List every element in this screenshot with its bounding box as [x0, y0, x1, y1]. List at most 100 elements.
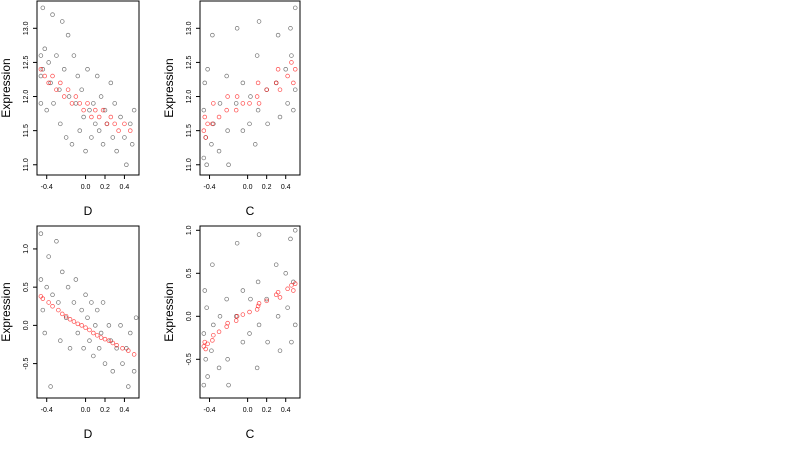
data-point	[225, 94, 230, 99]
data-point	[75, 73, 81, 79]
data-point	[201, 107, 207, 113]
y-tick-label: 11.0	[186, 158, 193, 171]
y-tick-label: 0.0	[23, 320, 30, 330]
data-point	[81, 107, 86, 113]
data-point	[126, 348, 131, 353]
data-point	[120, 346, 125, 351]
data-point	[42, 330, 48, 336]
x-tick-label: 0.4	[120, 184, 130, 191]
y-tick-label: 12.0	[186, 90, 193, 104]
data-point	[71, 53, 77, 58]
data-point	[63, 315, 69, 320]
data-point	[277, 87, 283, 92]
scatter-panel-4: -0.4 0.0 0.2 0.4 -0.5 0.0 0.5 1.0 C Expression	[162, 225, 301, 441]
data-point	[289, 53, 294, 58]
data-point	[98, 94, 104, 99]
data-point	[225, 357, 230, 362]
data-point	[91, 353, 96, 359]
data-point	[96, 114, 102, 120]
data-point	[61, 94, 67, 99]
data-point	[128, 121, 133, 127]
data-point	[234, 314, 240, 319]
data-point	[209, 348, 214, 353]
data-point	[283, 271, 288, 276]
data-point	[110, 340, 116, 346]
series-2	[201, 281, 298, 352]
plot-frame	[36, 0, 140, 176]
data-point	[256, 301, 262, 306]
data-point	[102, 107, 108, 113]
data-point	[264, 87, 269, 92]
data-point	[40, 307, 46, 313]
data-point	[255, 80, 261, 86]
data-point	[75, 321, 81, 327]
data-point	[44, 107, 49, 113]
data-point	[38, 53, 44, 58]
data-point	[275, 289, 281, 295]
data-point	[216, 329, 222, 335]
series-2	[38, 66, 133, 133]
data-point	[292, 5, 298, 11]
data-point	[100, 107, 106, 113]
plot-frame	[36, 225, 140, 399]
data-point	[85, 101, 90, 106]
x-axis-label: D	[84, 204, 93, 218]
data-point	[233, 318, 239, 323]
data-point	[38, 66, 44, 72]
data-point	[273, 80, 279, 86]
y-tick-label: 0.5	[186, 268, 193, 278]
data-point	[114, 343, 119, 348]
data-point	[89, 114, 94, 120]
y-tick-label: 11.0	[23, 158, 30, 171]
data-point	[133, 315, 139, 320]
data-point	[112, 121, 117, 127]
data-point	[83, 148, 88, 154]
data-point	[205, 66, 210, 72]
data-point	[248, 94, 253, 99]
data-point	[106, 338, 112, 343]
data-point	[226, 382, 231, 388]
data-point	[122, 121, 127, 127]
data-point	[264, 296, 269, 302]
data-point	[216, 365, 222, 371]
y-tick-label: -0.5	[23, 357, 30, 369]
x-axis: -0.4 0.0 0.2 0.4	[203, 398, 291, 414]
x-tick-label: 0.4	[281, 407, 291, 414]
data-point	[106, 323, 112, 328]
data-point	[73, 277, 79, 282]
y-tick-label: 0.5	[23, 282, 30, 292]
data-point	[225, 128, 230, 133]
x-axis-label: C	[246, 204, 255, 218]
data-point	[247, 121, 252, 127]
data-point	[73, 94, 79, 99]
data-point	[94, 73, 100, 79]
data-point	[201, 331, 207, 336]
data-point	[234, 26, 240, 31]
y-axis-label: Expression	[162, 282, 176, 341]
x-axis: -0.4 0.0 0.2 0.4	[41, 175, 130, 191]
data-point	[65, 284, 71, 290]
data-point	[204, 305, 209, 310]
data-point	[292, 87, 298, 92]
data-point	[205, 374, 210, 379]
plot-frame	[199, 225, 301, 399]
data-point	[77, 128, 82, 133]
series-2	[38, 294, 137, 357]
plot-frame	[199, 0, 301, 176]
x-tick-label: -0.4	[203, 407, 215, 414]
data-point	[255, 279, 261, 285]
data-point	[289, 339, 294, 345]
data-point	[277, 114, 283, 120]
data-point	[60, 269, 65, 275]
x-tick-label: -0.4	[203, 184, 215, 191]
data-point	[292, 66, 298, 72]
y-tick-label: 0.0	[186, 311, 193, 321]
data-point	[256, 101, 262, 106]
data-point	[60, 19, 65, 24]
y-tick-label: 1.0	[23, 244, 30, 254]
data-point	[58, 80, 63, 86]
data-point	[247, 331, 252, 336]
data-point	[83, 325, 88, 330]
data-point	[277, 295, 283, 300]
y-tick-label: 11.5	[186, 124, 193, 137]
